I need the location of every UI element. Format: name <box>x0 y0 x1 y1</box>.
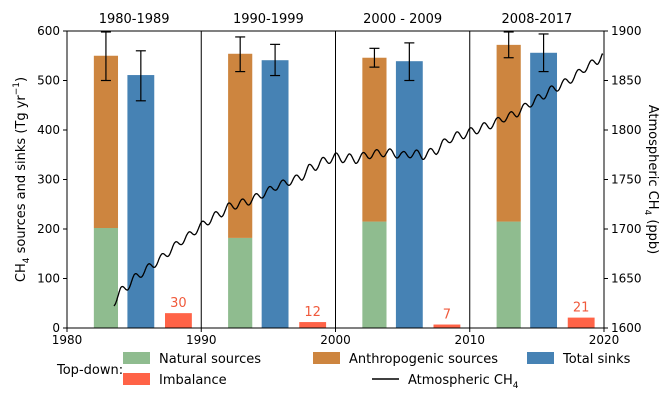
ylabel-left-part: ) <box>14 77 29 82</box>
legend-label: Natural sources <box>159 352 261 367</box>
legend-item: Imbalance <box>123 373 227 388</box>
imbalance-value-label: 7 <box>443 308 451 323</box>
y-tick-label-left: 600 <box>37 24 60 38</box>
y-axis-label-left: CH4 sources and sinks (Tg yr−1) <box>12 77 32 282</box>
imbalance-value-label: 30 <box>170 296 187 311</box>
labels-layer: 30 1980-1989 12 1990-1999 7 2000 - 2009 21 2008… <box>12 12 660 323</box>
legend-label: Total sinks <box>562 352 631 367</box>
legend-swatch <box>313 352 340 364</box>
bar-total-sinks <box>261 60 289 328</box>
legend-label-text: Natural sources <box>159 352 261 367</box>
y-tick-label-left: 100 <box>37 272 60 286</box>
legend-item: Atmospheric CH4 <box>372 373 519 391</box>
y-tick-label-right: 1650 <box>611 272 642 286</box>
ylabel-left-sup: −1 <box>12 82 22 95</box>
ch4-line-layer <box>113 53 604 307</box>
ylabel-right-part: (ppb) <box>645 215 660 254</box>
legend-item: Anthropogenic sources <box>313 352 498 367</box>
decade-title: 2008-2017 <box>501 12 572 27</box>
ticks-layer: 1980 1990 2000 2010 2020 0 100 200 300 400 500 600 1… <box>37 24 641 347</box>
ylabel-right-part: Atmospheric CH <box>645 105 660 210</box>
legend-label: Imbalance <box>159 373 227 388</box>
decade-title: 1990-1999 <box>233 12 304 27</box>
bar-natural-sources <box>496 221 521 328</box>
ylabel-left-part: CH <box>14 263 29 282</box>
bar-natural-sources <box>228 237 253 328</box>
atmospheric-ch4-line <box>113 53 604 307</box>
x-tick-label: 2010 <box>454 333 485 347</box>
legend-item: Total sinks <box>527 352 631 367</box>
imbalance-value-label: 12 <box>304 305 321 320</box>
legend-label-sub: 4 <box>513 381 519 391</box>
legend-label-text: Atmospheric CH <box>408 373 513 388</box>
y-tick-label-left: 500 <box>37 74 60 88</box>
legend: Top-down: Natural sources Anthropogenic so… <box>56 352 631 391</box>
y-tick-label-right: 1600 <box>611 321 642 335</box>
bar-total-sinks <box>395 61 423 328</box>
legend-label-text: Anthropogenic sources <box>349 352 498 367</box>
y-axis-label-right: Atmospheric CH4 (ppb) <box>642 105 660 255</box>
bar-imbalance <box>433 324 461 328</box>
legend-swatch <box>123 373 150 385</box>
bar-anthropogenic-sources <box>362 57 387 222</box>
y-tick-label-right: 1850 <box>611 74 642 88</box>
y-tick-label-right: 1900 <box>611 24 642 38</box>
decade-title: 1980-1989 <box>99 12 170 27</box>
x-tick-label: 1990 <box>186 333 217 347</box>
bar-natural-sources <box>93 228 119 328</box>
x-tick-label: 2000 <box>320 333 351 347</box>
legend-swatch <box>527 352 554 364</box>
x-tick-label: 2020 <box>589 333 620 347</box>
bar-imbalance <box>299 322 327 328</box>
y-tick-label-right: 1700 <box>611 222 642 236</box>
y-tick-label-left: 300 <box>37 173 60 187</box>
y-tick-label-right: 1750 <box>611 173 642 187</box>
error-bars-layer <box>100 31 549 102</box>
decade-title: 2000 - 2009 <box>363 12 442 27</box>
bar-total-sinks <box>530 52 558 328</box>
y-tick-label-left: 200 <box>37 222 60 236</box>
bar-anthropogenic-sources <box>93 55 119 229</box>
y-tick-label-left: 0 <box>52 321 60 335</box>
x-tick-label: 1980 <box>52 333 83 347</box>
ylabel-left-sub: 4 <box>22 257 32 263</box>
y-tick-label-right: 1800 <box>611 123 642 137</box>
imbalance-value-label: 21 <box>573 301 590 316</box>
legend-label: Atmospheric CH4 <box>408 373 519 391</box>
bar-natural-sources <box>362 221 387 328</box>
bar-imbalance <box>567 317 595 328</box>
legend-item: Natural sources <box>123 352 261 367</box>
y-tick-label-left: 400 <box>37 123 60 137</box>
bar-total-sinks <box>127 75 155 329</box>
legend-swatch <box>123 352 150 364</box>
legend-label: Anthropogenic sources <box>349 352 498 367</box>
legend-label-text: Total sinks <box>562 352 631 367</box>
bars-layer <box>93 44 595 329</box>
legend-title: Top-down: <box>56 363 123 378</box>
ylabel-left-part: sources and sinks (Tg yr <box>14 95 29 258</box>
ylabel-right-sub: 4 <box>642 209 652 215</box>
legend-label-text: Imbalance <box>159 373 227 388</box>
bar-imbalance <box>165 313 192 328</box>
bar-anthropogenic-sources <box>228 53 253 238</box>
bar-anthropogenic-sources <box>496 44 521 222</box>
